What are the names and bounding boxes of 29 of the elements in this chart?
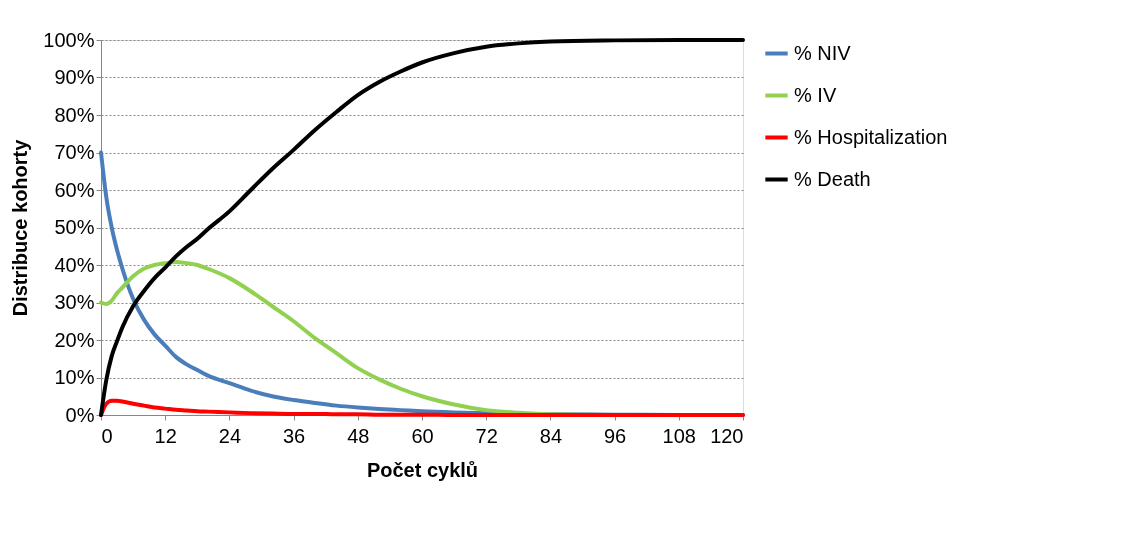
- x-tick-label: 60: [411, 424, 434, 447]
- y-tick-label: 90%: [54, 66, 95, 88]
- line-series: [99, 38, 745, 417]
- y-tick-label: 70%: [54, 141, 95, 163]
- x-tick-label: 36: [282, 424, 306, 447]
- y-tick-label: 40%: [54, 253, 95, 276]
- y-tick-label: 80%: [54, 103, 95, 126]
- y-axis-title: Distribuce kohorty: [9, 138, 32, 317]
- x-tick-label: 72: [475, 424, 498, 447]
- x-axis-title: Počet cyklů: [366, 458, 479, 481]
- legend-label: % Hospitalization: [794, 125, 948, 148]
- legend-label: % NIV: [794, 41, 852, 64]
- y-tick-label: 20%: [54, 328, 95, 351]
- y-tick-label: 50%: [54, 216, 95, 238]
- x-tick-label: 48: [347, 424, 370, 447]
- x-tick-label: 84: [539, 424, 563, 447]
- x-tick-label: 108: [662, 424, 696, 447]
- x-tick-label: 120: [710, 424, 744, 447]
- x-tick-label: 96: [603, 424, 627, 447]
- y-tick-label: 100%: [43, 28, 95, 51]
- y-tick-label: 0%: [65, 403, 95, 426]
- y-tick-label: 10%: [54, 366, 95, 388]
- y-tick-label: 30%: [54, 291, 95, 313]
- x-tick-label: 24: [218, 424, 242, 447]
- x-tick-label: 0: [101, 424, 113, 447]
- x-tick-label: 12: [154, 424, 177, 447]
- legend-label: % IV: [794, 83, 837, 106]
- legend-label: % Death: [794, 167, 871, 190]
- y-tick-label: 60%: [54, 178, 95, 201]
